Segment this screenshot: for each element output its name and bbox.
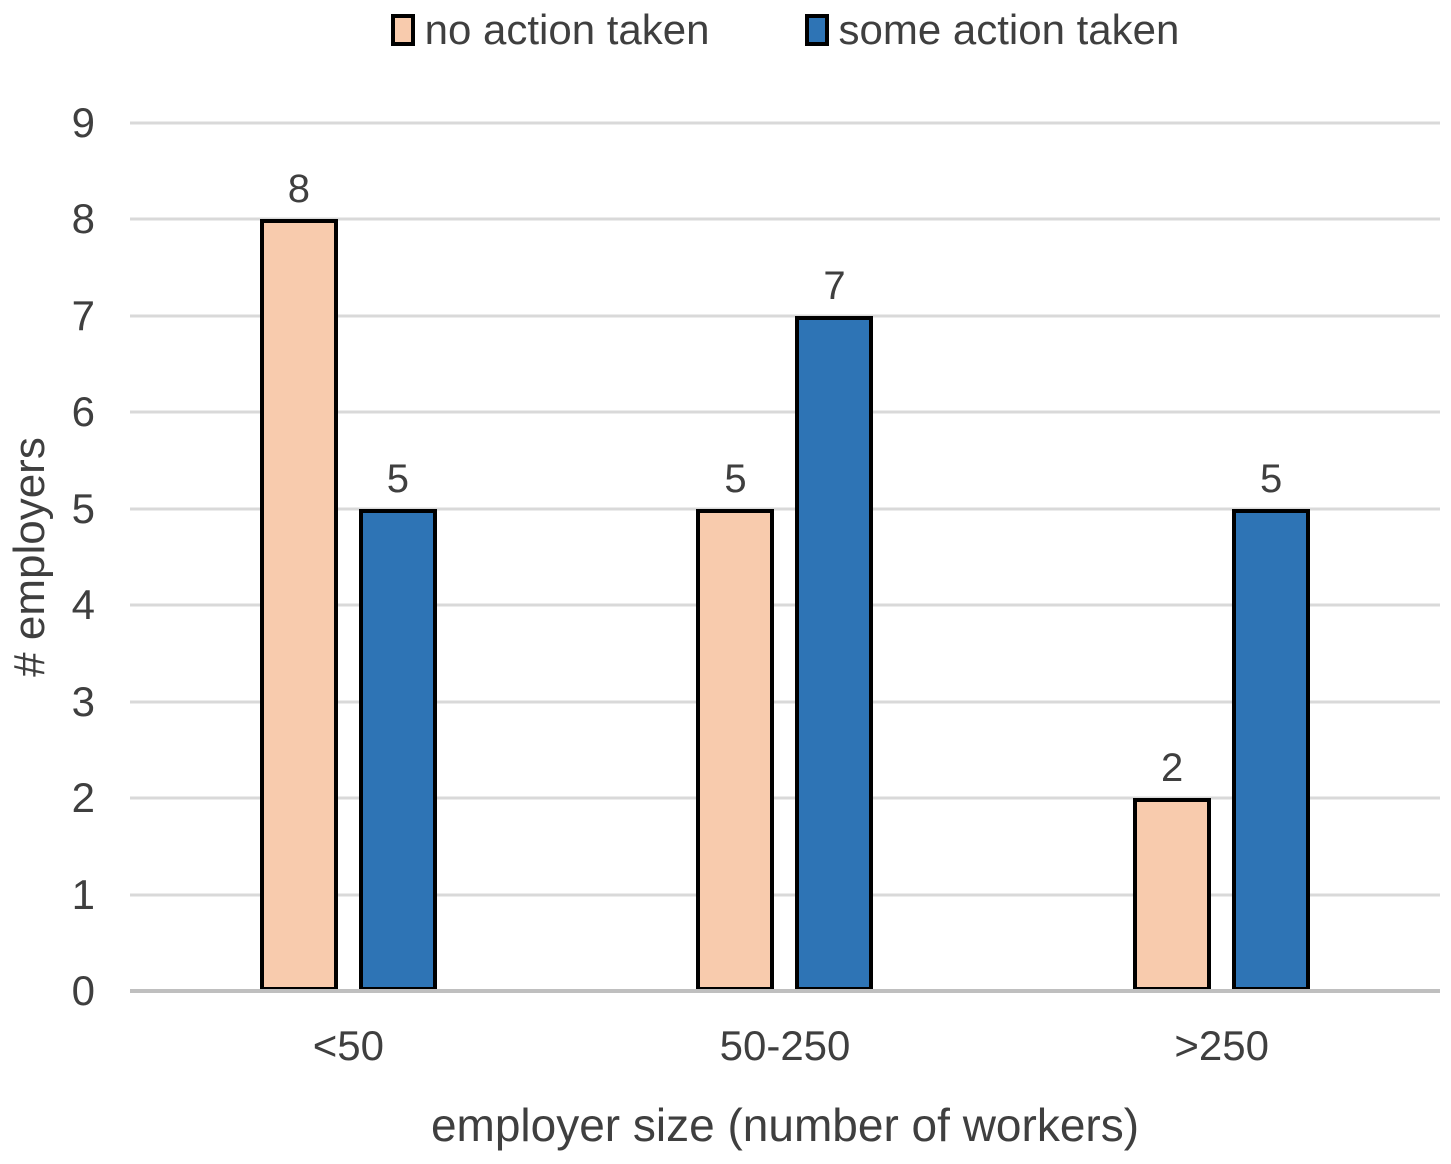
y-axis-tick-label: 3 [71,677,95,725]
gridline [130,700,1440,704]
y-axis-tick-label: 9 [71,99,95,146]
gridline [130,217,1440,221]
gridline [130,796,1440,800]
y-axis-tick-label: 1 [71,870,95,918]
y-axis-tick-label: 5 [71,484,95,532]
y-axis-tick-label: 0 [71,967,95,1014]
legend-item: no action taken [390,6,710,54]
x-category-label: <50 [312,1022,384,1069]
bar: 7 [795,266,874,991]
x-axis-title: employer size (number of workers) [430,1099,1140,1151]
bar-data-label: 5 [724,456,747,501]
y-axis-tick-label: 4 [71,581,95,629]
x-category-label: >250 [1174,1022,1269,1069]
bar-data-label: 5 [1260,456,1283,501]
bar-data-label: 2 [1161,746,1184,791]
bar: 5 [358,459,437,991]
bar: 8 [259,169,338,991]
legend-label: some action taken [838,6,1180,53]
y-axis-tick-label: 7 [71,291,95,339]
gridline [130,121,1440,125]
bar: 5 [1232,459,1311,991]
gridline [130,410,1440,414]
gridline [130,314,1440,318]
legend-swatch-icon [390,14,415,46]
x-axis-line [130,989,1440,993]
legend-item: some action taken [804,6,1180,54]
chart-legend: no action taken some action taken [130,0,1440,60]
bar-data-label: 7 [823,263,846,308]
bar: 2 [1133,748,1212,991]
gridline [130,603,1440,607]
bar: 5 [696,459,775,991]
y-axis-tick-label: 6 [71,388,95,436]
gridline [130,893,1440,897]
bar-data-label: 5 [386,456,409,501]
x-category-label: 50-250 [719,1022,851,1069]
bar-data-label: 8 [287,167,310,212]
y-axis-ticks: 0 1 2 3 4 5 6 7 8 9 [0,102,105,1012]
y-axis-tick-label: 2 [71,774,95,822]
y-axis-tick-label: 8 [71,195,95,243]
legend-swatch-icon [804,14,829,46]
x-axis-category-labels: <50 50-250 >250 [130,1022,1440,1070]
gridline [130,507,1440,511]
legend-label: no action taken [424,6,710,53]
